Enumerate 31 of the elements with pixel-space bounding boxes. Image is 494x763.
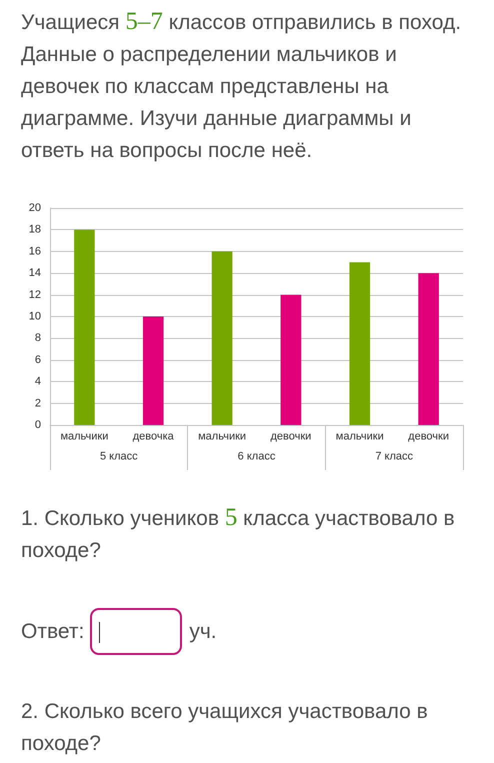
- text: уч.: [189, 620, 217, 644]
- y-tick-label: 16: [28, 245, 41, 258]
- chart-title: Учащиеся 5–7 классов отправились в поход. Данные о распределении мальчиков и девочек по классам представлены на диаграмме. Изучи данные диаграммы и ответь на вопросы после неё.: [21, 7, 462, 164]
- y-tick-label: 6: [34, 354, 41, 366]
- y-tick-label: 2: [34, 397, 41, 410]
- text: 1. Сколько учеников 5 класса участвовало в походе?: [21, 504, 455, 562]
- text: 7 класс: [375, 450, 414, 462]
- x-tick-label: девочки: [408, 430, 449, 442]
- x-tick-label: мальчики: [60, 430, 108, 442]
- x-tick-label: мальчики: [336, 430, 384, 442]
- y-tick-label: 14: [28, 267, 41, 280]
- x-tick-label: девочки: [270, 430, 312, 442]
- y-tick-label: 4: [34, 376, 41, 388]
- x-tick-label: мальчики: [198, 430, 246, 442]
- y-tick-label: 20: [28, 202, 41, 214]
- bar: [418, 273, 439, 425]
- y-tick-label: 8: [34, 332, 41, 344]
- bar: [212, 251, 232, 425]
- x-tick-label: девочка: [132, 430, 175, 442]
- y-tick-label: 10: [28, 310, 41, 322]
- bar: [74, 230, 95, 425]
- text: Ответ:: [21, 620, 84, 644]
- bar: [280, 294, 302, 425]
- bar: [349, 262, 370, 425]
- bar: [142, 316, 164, 425]
- text: 6 класс: [238, 450, 276, 462]
- y-tick-label: 18: [28, 224, 41, 236]
- y-tick-label: 0: [34, 419, 41, 431]
- text: 5 класс: [100, 450, 138, 462]
- text: 2. Сколько всего учащихся участвовало в походе?: [21, 699, 429, 757]
- y-tick-label: 12: [28, 288, 41, 301]
